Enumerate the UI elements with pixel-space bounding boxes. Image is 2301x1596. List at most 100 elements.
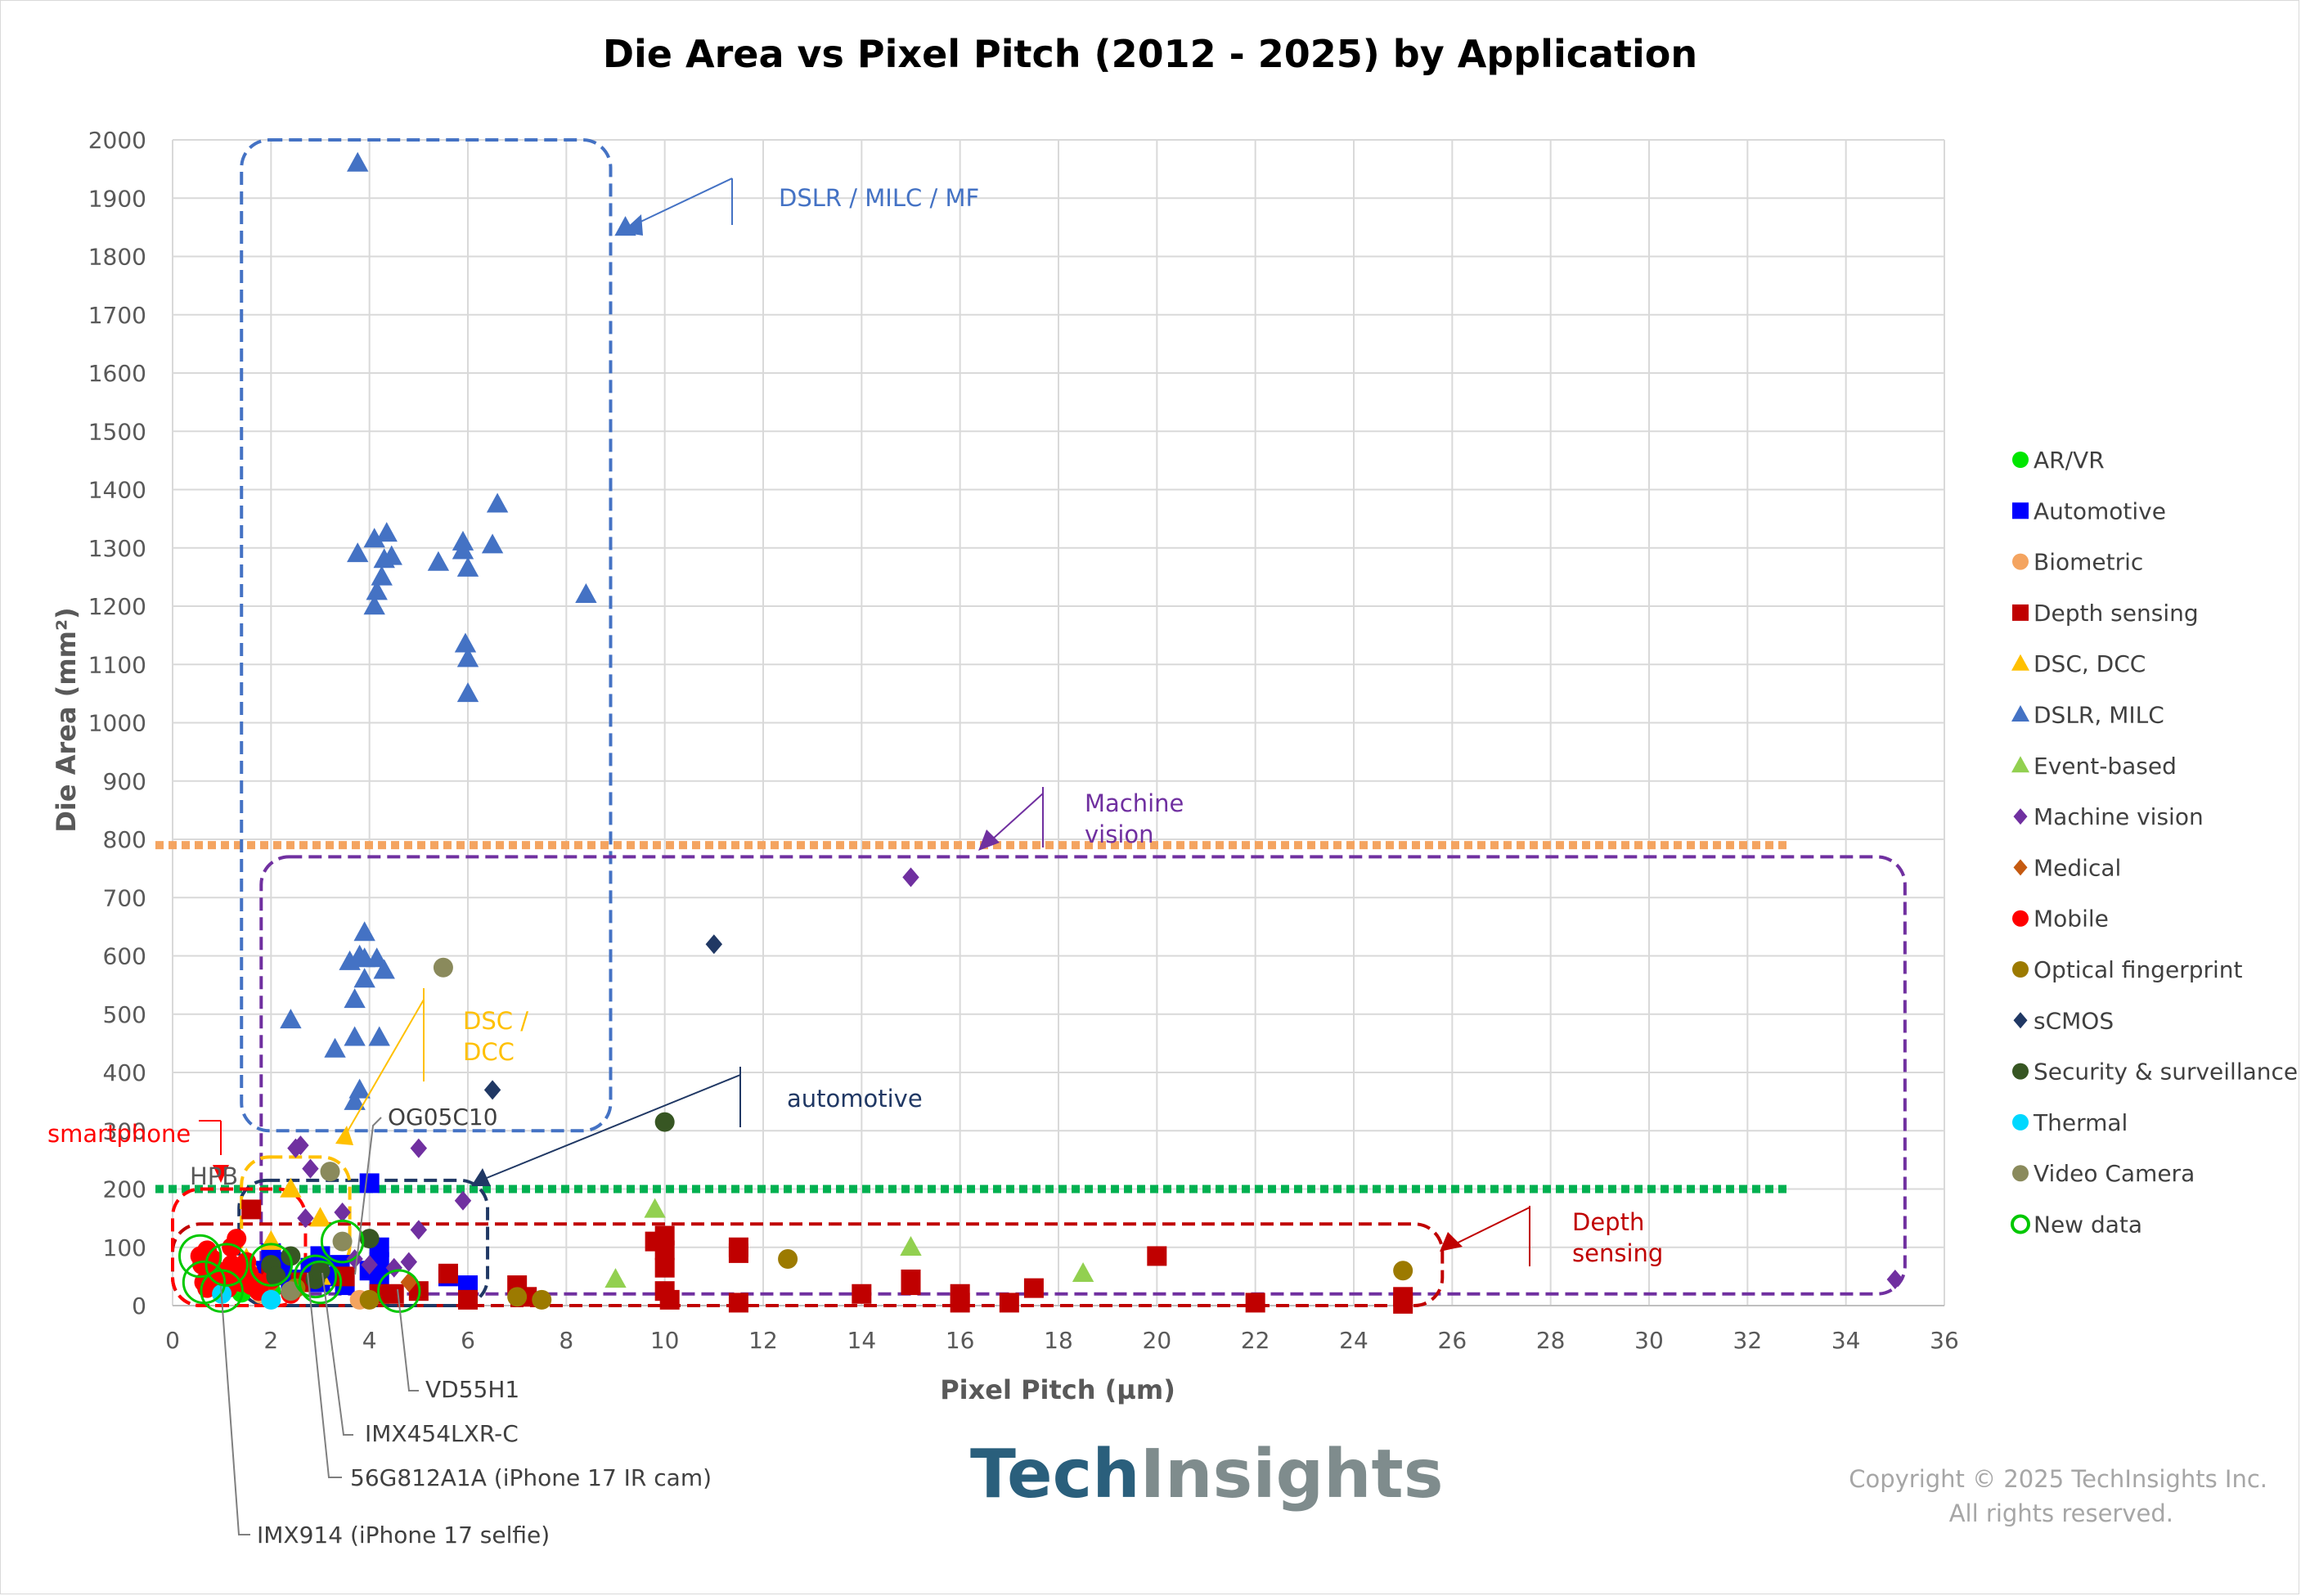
- point-dslr-milc: [347, 542, 369, 563]
- point-machine-vision: [400, 1252, 417, 1272]
- point-dslr-milc: [371, 565, 393, 586]
- x-axis-label: Pixel Pitch (µm): [940, 1374, 1175, 1405]
- arrow-depth-sensing: [1440, 1232, 1463, 1252]
- point-security-surveillance: [266, 1266, 286, 1287]
- point-dslr-milc: [614, 216, 636, 236]
- legend-marker-optical-fingerprint: [2012, 961, 2029, 978]
- point-depth-sensing: [384, 1284, 404, 1304]
- point-security-surveillance: [654, 1112, 675, 1132]
- y-tick-label: 1500: [88, 418, 146, 445]
- point-depth-sensing: [999, 1293, 1019, 1313]
- techinsights-logo: TechInsights: [970, 1436, 1444, 1513]
- point-dslr-milc: [363, 528, 385, 548]
- y-tick-label: 1200: [88, 593, 146, 620]
- y-tick-label: 700: [103, 884, 146, 911]
- y-tick-label: 0: [132, 1293, 146, 1320]
- callouts: OG05C10 VD55H1 IMX454LXR-C 56G812A1A (iP…: [220, 1104, 712, 1549]
- point-depth-sensing: [659, 1289, 680, 1310]
- point-new-data: [249, 1243, 294, 1287]
- point-dsc-dcc: [309, 1207, 331, 1227]
- annotation-automotive-label: automotive: [787, 1085, 923, 1113]
- x-tick-label: 22: [1241, 1327, 1270, 1354]
- region-smartphone: [171, 1187, 308, 1307]
- point-event-based: [900, 1235, 922, 1256]
- y-tick-label: 600: [103, 943, 146, 970]
- legend-marker-ar-vr: [2012, 452, 2029, 468]
- point-machine-vision: [410, 1220, 428, 1240]
- point-video-camera: [281, 1281, 301, 1302]
- point-dslr-milc: [366, 947, 388, 968]
- arrow-automotive: [471, 1168, 491, 1186]
- y-tick-label: 1900: [88, 185, 146, 212]
- point-dslr-milc: [344, 1090, 366, 1110]
- legend-marker-machine-vision: [2013, 808, 2028, 825]
- legend-label-new-data: New data: [2034, 1212, 2142, 1239]
- annotation-dsc-dcc: DSC / DCC: [344, 988, 528, 1136]
- x-tick-label: 26: [1438, 1327, 1467, 1354]
- callout-og05c10: OG05C10: [388, 1104, 498, 1131]
- point-mobile: [227, 1229, 247, 1249]
- x-tick-label: 24: [1339, 1327, 1368, 1354]
- logo-part-1: Tech: [970, 1436, 1140, 1513]
- point-new-data: [178, 1234, 222, 1279]
- point-dslr-milc: [366, 580, 388, 600]
- point-machine-vision: [297, 1208, 314, 1229]
- annotation-dslr-label: DSLR / MILC / MF: [779, 184, 979, 212]
- annotation-dsc-dcc-label: DSC / DCC: [463, 1007, 528, 1066]
- annotation-smartphone-label: smartphone: [47, 1120, 191, 1148]
- y-tick-label: 2000: [88, 127, 146, 154]
- region-machine-vision: [259, 855, 1907, 1296]
- point-depth-sensing: [1245, 1293, 1265, 1313]
- copyright-line-1: Copyright © 2025 TechInsights Inc.: [1849, 1465, 2267, 1493]
- y-tick-label: 900: [103, 768, 146, 795]
- x-tick-label: 20: [1143, 1327, 1172, 1354]
- x-tick-label: 32: [1733, 1327, 1763, 1354]
- point-thermal: [261, 1289, 281, 1310]
- point-depth-sensing: [852, 1284, 872, 1304]
- x-tick-label: 2: [263, 1327, 278, 1354]
- point-depth-sensing: [1023, 1278, 1044, 1298]
- x-tick-label: 0: [165, 1327, 180, 1354]
- data-points: [178, 151, 1904, 1314]
- legend-marker-mobile: [2012, 910, 2029, 927]
- x-tick-label: 6: [461, 1327, 475, 1354]
- callout-vd55h1: VD55H1: [425, 1376, 519, 1403]
- point-optical-fingerprint: [507, 1287, 528, 1307]
- arrow-dsc-dcc: [335, 1126, 353, 1145]
- callout-vd55h1-line: [397, 1288, 419, 1391]
- legend-label-mobile: Mobile: [2034, 906, 2109, 933]
- legend-label-dslr-milc: DSLR, MILC: [2034, 702, 2164, 729]
- x-tick-label: 30: [1634, 1327, 1664, 1354]
- x-tick-label: 8: [559, 1327, 573, 1354]
- y-tick-label: 1400: [88, 477, 146, 504]
- y-tick-label: 1000: [88, 710, 146, 737]
- legend-marker-event-based: [2011, 756, 2029, 773]
- legend-label-security-surveillance: Security & surveillance: [2034, 1059, 2298, 1086]
- y-tick-label: 800: [103, 826, 146, 853]
- legend-marker-video-camera: [2012, 1165, 2029, 1182]
- point-dslr-milc: [456, 556, 479, 577]
- legend: AR/VR Automotive Biometric Depth sensing DSC…: [2011, 447, 2298, 1239]
- point-event-based: [604, 1268, 627, 1288]
- region-dslr-milc-mf: [240, 138, 613, 1133]
- point-dslr-milc: [427, 551, 450, 571]
- legend-marker-thermal: [2012, 1113, 2029, 1131]
- callout-imx914: IMX914 (iPhone 17 selfie): [257, 1522, 550, 1549]
- point-machine-vision: [410, 1138, 428, 1158]
- legend-label-dsc-dcc: DSC, DCC: [2034, 650, 2146, 677]
- annotation-machine-vision: Machine vision: [982, 787, 1184, 848]
- callout-og05c10-line: [354, 1117, 382, 1275]
- x-tick-label: 4: [362, 1327, 377, 1354]
- callout-56g812-line: [307, 1272, 342, 1478]
- x-tick-label: 34: [1831, 1327, 1861, 1354]
- point-machine-vision: [302, 1158, 319, 1179]
- point-machine-vision: [1886, 1269, 1904, 1289]
- annotation-depth-sensing-label: Depth sensing: [1572, 1208, 1663, 1267]
- point-machine-vision: [361, 1255, 378, 1275]
- x-tick-label: 36: [1930, 1327, 1959, 1354]
- point-machine-vision: [454, 1190, 472, 1211]
- point-security-surveillance: [310, 1261, 330, 1281]
- point-depth-sensing: [335, 1266, 355, 1287]
- legend-label-scmos: sCMOS: [2034, 1007, 2114, 1034]
- point-automotive: [359, 1173, 380, 1194]
